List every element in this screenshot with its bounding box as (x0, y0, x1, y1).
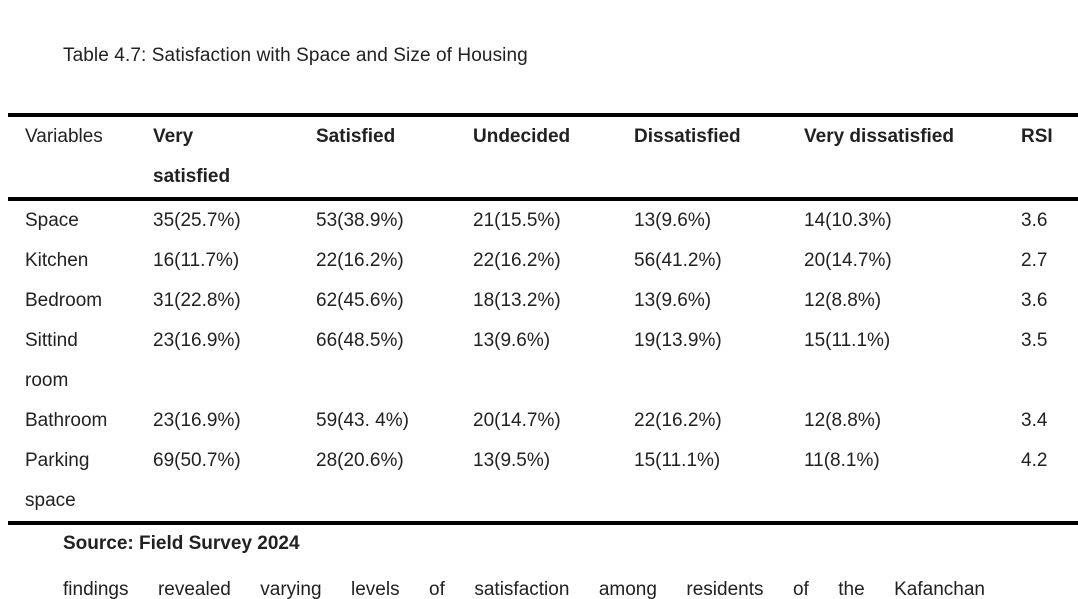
row-label: Space (25, 210, 79, 231)
row-label: Kitchen (25, 250, 89, 271)
table-caption: Table 4.7: Satisfaction with Space and S… (63, 45, 528, 66)
table-cell: 2.7 (1021, 250, 1048, 271)
col-header-undecided: Undecided (473, 126, 571, 147)
body-paragraph: findings revealed varying levels of sati… (63, 579, 985, 599)
table-cell: 35(25.7%) (153, 210, 241, 231)
row-label: Bathroom (25, 410, 108, 431)
source-note: Source: Field Survey 2024 (63, 533, 300, 554)
table-cell: 20(14.7%) (804, 250, 892, 271)
table-cell: 23(16.9%) (153, 330, 241, 351)
col-header-rsi: RSI (1021, 126, 1053, 147)
table-cell: 3.5 (1021, 330, 1048, 351)
table-cell: 62(45.6%) (316, 290, 404, 311)
table-cell: 12(8.8%) (804, 290, 882, 311)
table-cell: 20(14.7%) (473, 410, 561, 431)
table-cell: 66(48.5%) (316, 330, 404, 351)
col-header-very-dissatisfied: Very dissatisfied (804, 126, 954, 147)
table-cell: 3.4 (1021, 410, 1048, 431)
table-row-bedroom: Bedroom 31(22.8%) 62(45.6%) 18(13.2%) 13… (8, 281, 1078, 321)
table-row-space: Space 35(25.7%) 53(38.9%) 21(15.5%) 13(9… (8, 199, 1078, 241)
row-label: Parking space (25, 450, 90, 511)
table-cell: 59(43. 4%) (316, 410, 409, 431)
row-label: Bedroom (25, 290, 103, 311)
table-cell: 56(41.2%) (634, 250, 722, 271)
table-cell: 12(8.8%) (804, 410, 882, 431)
table-cell: 15(11.1%) (804, 330, 891, 351)
col-header-very-satisfied: Very satisfied (153, 126, 231, 187)
table-cell: 3.6 (1021, 290, 1048, 311)
col-header-satisfied: Satisfied (316, 126, 396, 147)
col-header-dissatisfied: Dissatisfied (634, 126, 741, 147)
table-cell: 13(9.6%) (473, 330, 551, 351)
table-body: Space 35(25.7%) 53(38.9%) 21(15.5%) 13(9… (8, 199, 1078, 523)
row-label: Sittind room (25, 330, 78, 391)
table-cell: 13(9.5%) (473, 450, 551, 471)
table-cell: 19(13.9%) (634, 330, 722, 351)
table-cell: 14(10.3%) (804, 210, 892, 231)
table-cell: 4.2 (1021, 450, 1048, 471)
table-cell: 13(9.6%) (634, 210, 712, 231)
table-cell: 22(16.2%) (316, 250, 404, 271)
table-row-sitting-room: Sittind room 23(16.9%) 66(48.5%) 13(9.6%… (8, 321, 1078, 401)
table-row-kitchen: Kitchen 16(11.7%) 22(16.2%) 22(16.2%) 56… (8, 241, 1078, 281)
table-cell: 21(15.5%) (473, 210, 561, 231)
table-cell: 16(11.7%) (153, 250, 240, 271)
table-cell: 22(16.2%) (473, 250, 561, 271)
satisfaction-table: Variables Very satisfied Satisfied Undec… (8, 113, 1078, 525)
table-cell: 53(38.9%) (316, 210, 404, 231)
table-cell: 13(9.6%) (634, 290, 712, 311)
table-cell: 28(20.6%) (316, 450, 404, 471)
table-cell: 15(11.1%) (634, 450, 721, 471)
table-row-parking-space: Parking space 69(50.7%) 28(20.6%) 13(9.5… (8, 441, 1078, 523)
table-row-bathroom: Bathroom 23(16.9%) 59(43. 4%) 20(14.7%) … (8, 401, 1078, 441)
col-header-variables: Variables (25, 126, 103, 147)
table-cell: 31(22.8%) (153, 290, 241, 311)
table-cell: 69(50.7%) (153, 450, 241, 471)
table-cell: 22(16.2%) (634, 410, 722, 431)
table-cell: 18(13.2%) (473, 290, 561, 311)
table-header-row: Variables Very satisfied Satisfied Undec… (8, 115, 1078, 199)
table-cell: 11(8.1%) (804, 450, 880, 471)
table-cell: 23(16.9%) (153, 410, 241, 431)
table-cell: 3.6 (1021, 210, 1048, 231)
